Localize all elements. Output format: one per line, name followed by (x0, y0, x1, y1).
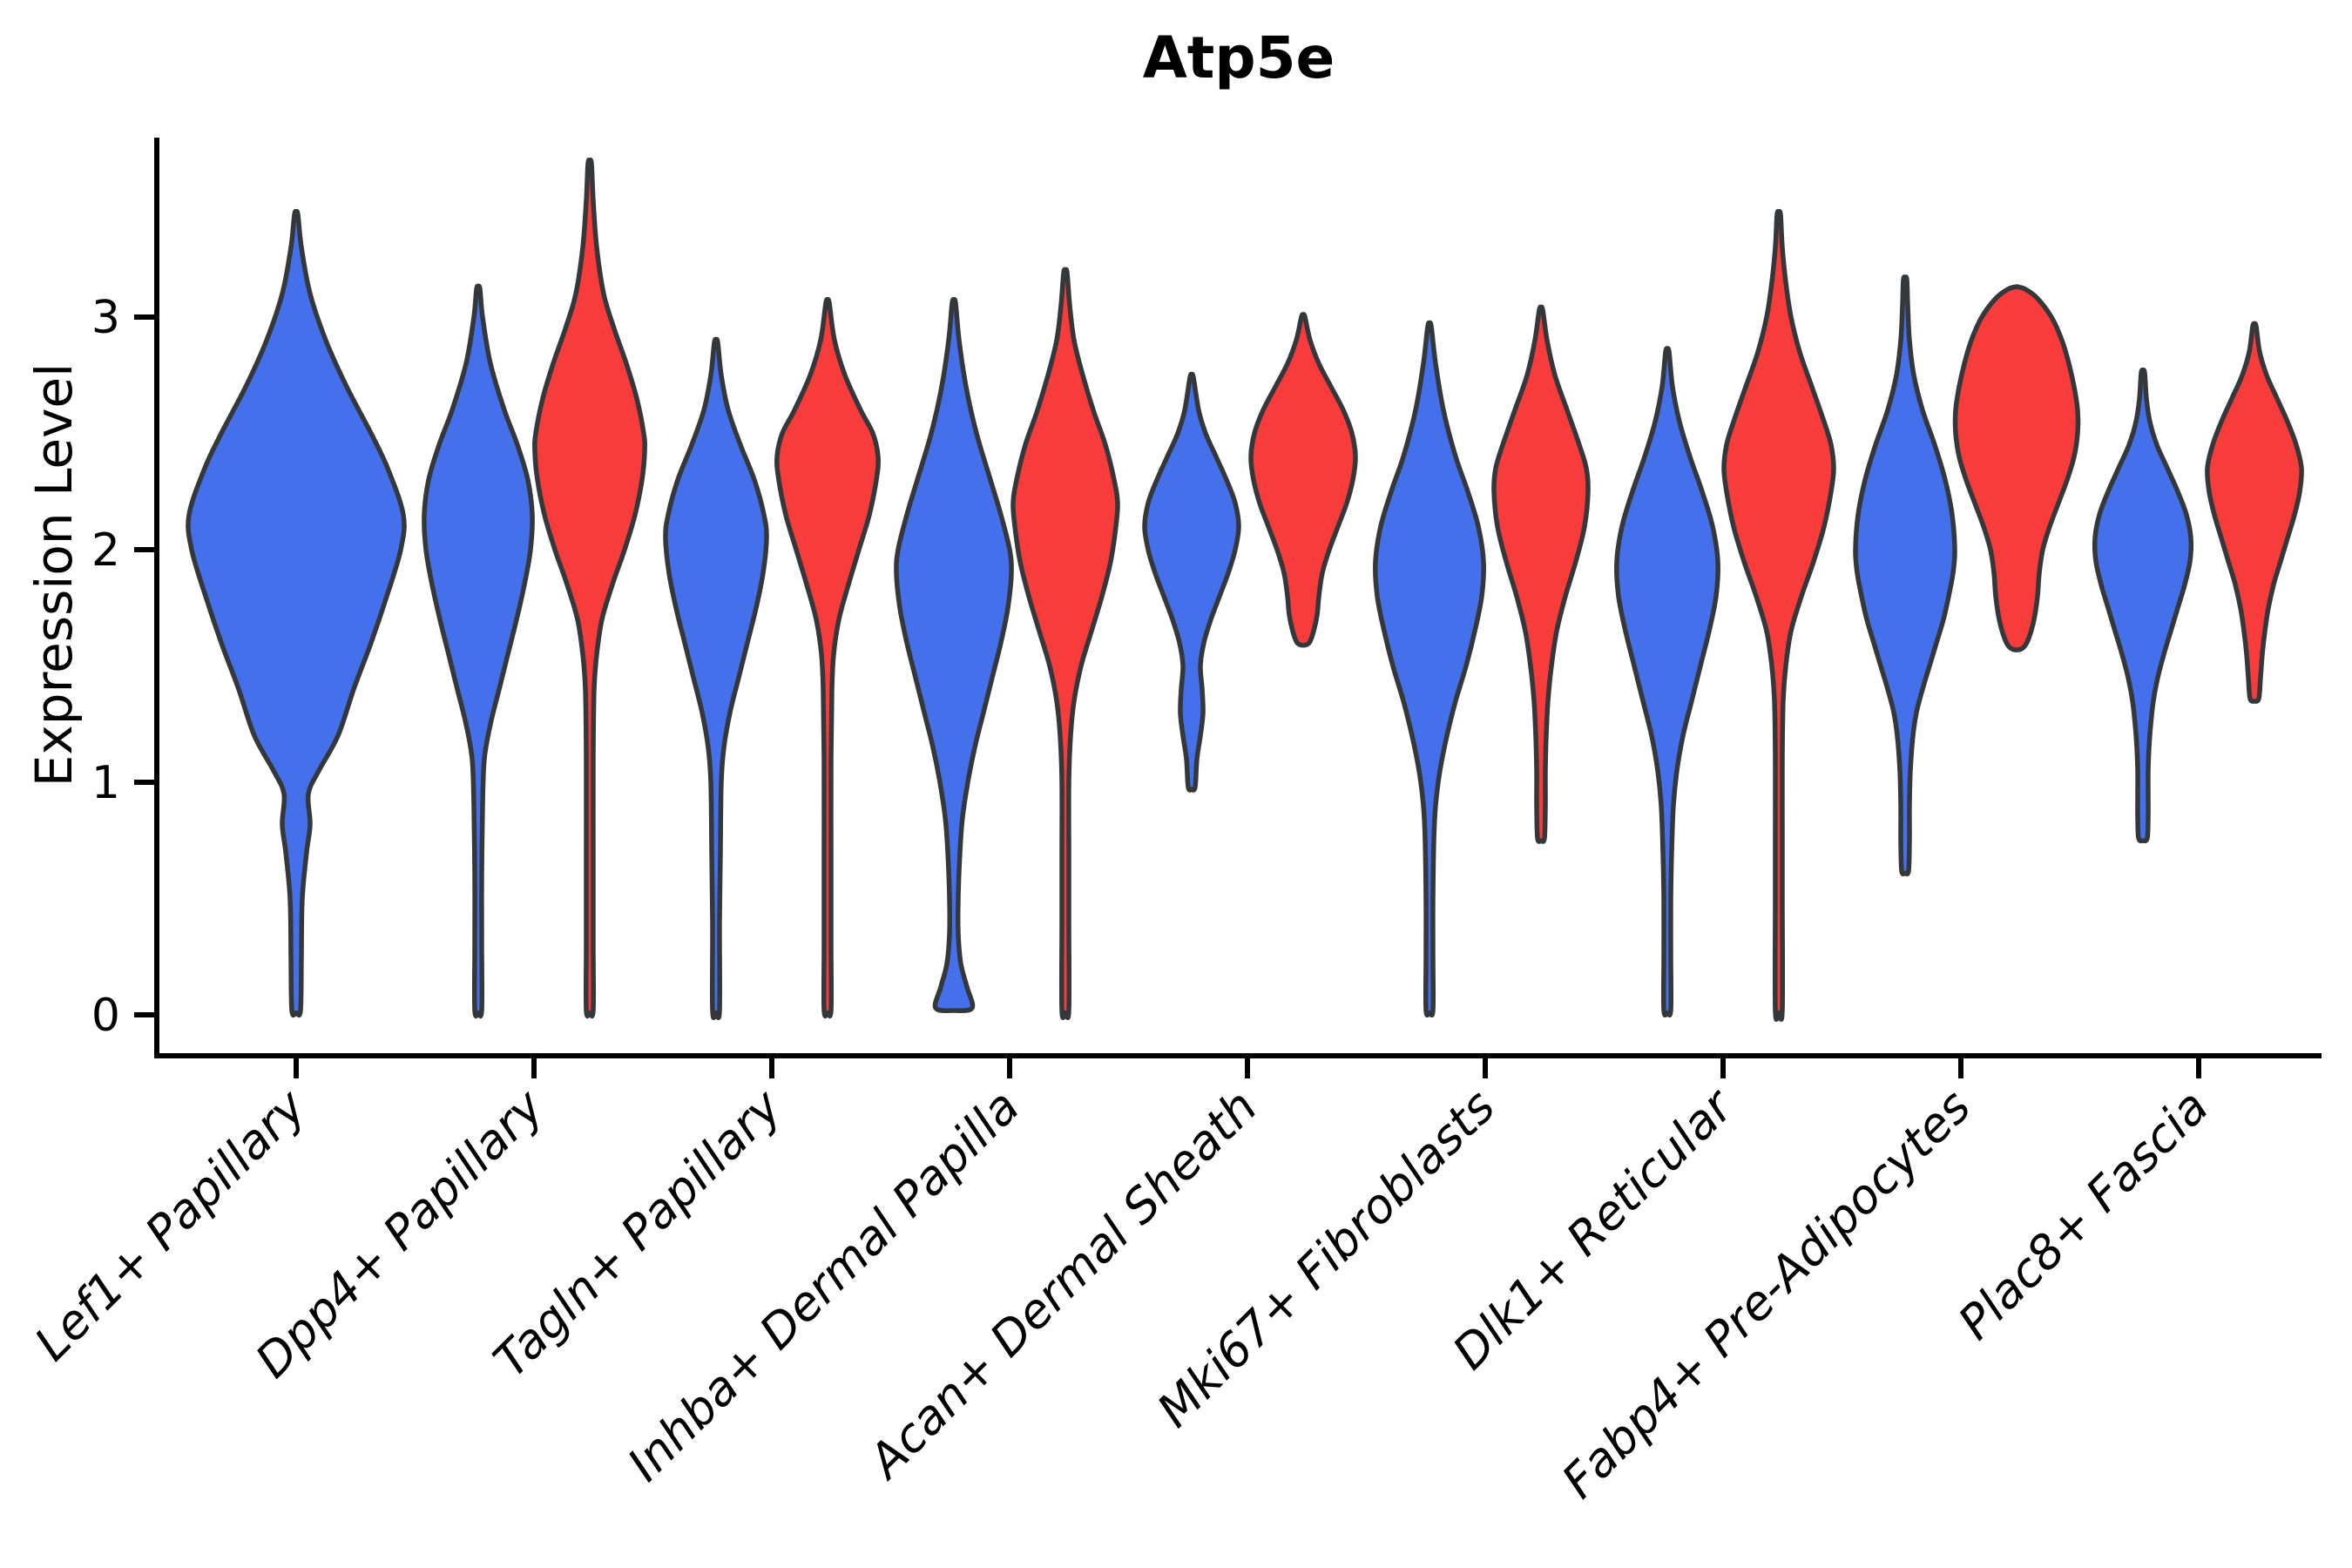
violin-mki67-red (1491, 304, 1591, 844)
y-axis-title: Expression Level (24, 362, 84, 787)
violin-dpp4-red (532, 157, 647, 1019)
x-category-label: Acan+ Dermal Sheath (856, 1079, 1267, 1490)
violin-fabp4-red (1952, 284, 2081, 652)
violin-dpp4-blue (422, 283, 535, 1019)
violin-tagln-red (774, 297, 881, 1019)
x-category-label: Inhba+ Dermal Papilla (617, 1079, 1030, 1492)
chart-title: Atp5e (1142, 24, 1335, 91)
violin-lef1-blue (186, 208, 407, 1018)
x-category-label: Fabp4+ Pre-Adipocytes (1551, 1079, 1981, 1509)
y-tick-label: 0 (91, 990, 120, 1042)
violin-plac8-red (2205, 321, 2304, 704)
violin-acan-red (1248, 312, 1358, 648)
violin-tagln-blue (663, 336, 769, 1021)
violin-fabp4-blue (1853, 274, 1957, 876)
violin-inhba-red (1010, 267, 1120, 1021)
violin-plac8-blue (2092, 368, 2194, 844)
y-tick-label: 3 (91, 292, 120, 344)
x-category-label: Plac8+ Fascia (1948, 1079, 2219, 1350)
violin-dlk1-red (1721, 208, 1836, 1022)
y-tick-label: 2 (91, 524, 120, 577)
violin-acan-blue (1142, 371, 1241, 793)
violin-inhba-blue (894, 297, 1014, 1013)
violin-dlk1-blue (1614, 346, 1720, 1018)
violin-mki67-blue (1373, 320, 1486, 1018)
y-tick-label: 1 (91, 757, 120, 809)
